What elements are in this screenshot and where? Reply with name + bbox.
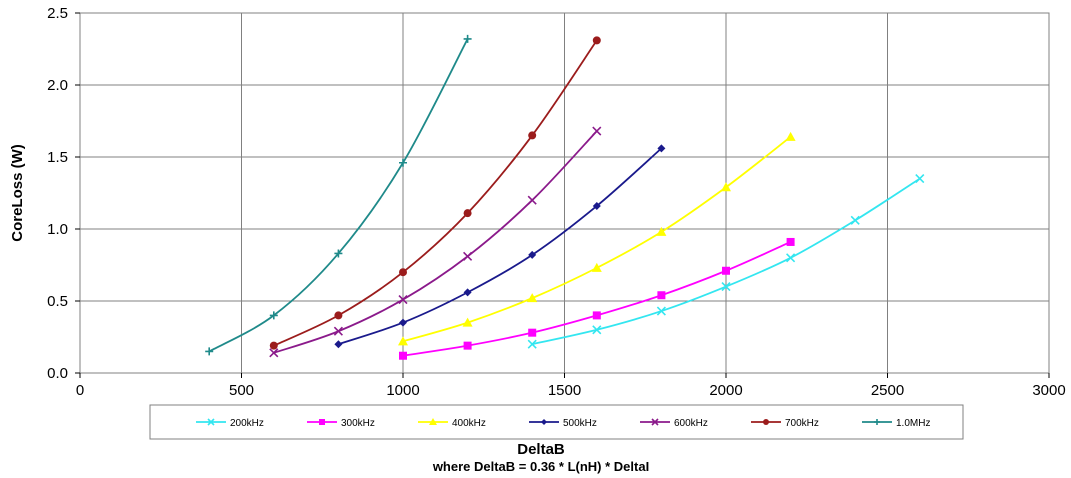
data-point-marker	[592, 126, 602, 136]
data-point-marker	[334, 311, 343, 320]
data-point-marker	[915, 174, 925, 184]
data-point-marker	[319, 419, 325, 425]
data-point-marker	[527, 195, 537, 205]
data-point-marker	[874, 419, 880, 425]
data-point-marker	[399, 318, 407, 327]
data-point-marker	[785, 131, 796, 141]
series-line	[273, 130, 598, 354]
y-tick-label: 1.5	[47, 149, 68, 166]
data-point-marker	[398, 336, 408, 346]
x-tick-label: 500	[229, 382, 254, 399]
series-500khz	[334, 144, 666, 349]
grid-lines	[80, 13, 1049, 373]
data-point-marker	[592, 325, 602, 335]
data-point-marker	[763, 419, 769, 425]
tick-labels: 0 500 1000 1500 2000 2500 3000 0.0 0.5 1.0 1.5 2.0 2…	[47, 5, 1066, 399]
series-1-0mhz	[205, 34, 472, 356]
legend-label: 200kHz	[230, 418, 264, 429]
data-point-marker	[334, 249, 343, 258]
data-point-marker	[592, 311, 601, 320]
data-point-marker	[463, 288, 472, 297]
data-point-marker	[205, 347, 214, 356]
series-line	[338, 147, 662, 346]
data-point-marker	[528, 131, 537, 140]
data-point-marker	[721, 282, 731, 292]
data-point-marker	[334, 340, 343, 349]
data-point-marker	[207, 418, 215, 426]
y-tick-label: 1.0	[47, 221, 68, 238]
legend-item: 600kHz	[640, 418, 708, 429]
legend-item: 300kHz	[307, 418, 375, 429]
series-700khz	[269, 36, 601, 350]
y-axis-title: CoreLoss (W)	[9, 144, 26, 242]
data-point-marker	[269, 341, 278, 350]
data-point-marker	[333, 326, 343, 336]
legend-label: 600kHz	[674, 418, 708, 429]
legend-item: 200kHz	[196, 418, 264, 429]
legend: 200kHz 300kHz 400kHz 500kHz 600kHz 700kHz 1.0M…	[149, 404, 964, 440]
data-point-marker	[527, 339, 537, 349]
data-point-marker	[657, 291, 666, 300]
x-tick-label: 2000	[709, 382, 742, 399]
data-point-marker	[399, 351, 407, 360]
legend-item: 1.0MHz	[862, 418, 930, 429]
data-point-marker	[592, 201, 601, 210]
data-point-marker	[528, 250, 537, 259]
data-point-marker	[786, 253, 796, 263]
data-point-marker	[527, 293, 538, 303]
data-point-marker	[462, 317, 473, 327]
y-tick-label: 2.5	[47, 5, 68, 22]
data-point-marker	[399, 158, 407, 167]
data-point-marker	[656, 226, 667, 236]
data-point-marker	[463, 251, 473, 261]
legend-label: 1.0MHz	[896, 418, 930, 429]
legend-label: 300kHz	[341, 418, 375, 429]
x-axis-title: DeltaB	[517, 441, 565, 458]
x-tick-label: 1500	[548, 382, 581, 399]
data-point-marker	[528, 328, 537, 337]
data-point-marker	[591, 262, 602, 272]
legend-label: 500kHz	[563, 418, 597, 429]
data-point-marker	[721, 182, 731, 192]
x-tick-label: 1000	[386, 382, 419, 399]
x-tick-label: 3000	[1032, 382, 1065, 399]
data-point-marker	[463, 341, 472, 350]
y-tick-label: 0.0	[47, 365, 68, 382]
legend-item: 400kHz	[418, 418, 486, 429]
series-200khz	[527, 174, 925, 349]
series-300khz	[399, 237, 795, 360]
x-tick-label: 0	[76, 382, 84, 399]
y-tick-label: 0.5	[47, 293, 68, 310]
data-point-marker	[541, 419, 547, 425]
series-line	[208, 38, 469, 353]
data-point-marker	[592, 36, 601, 45]
data-point-marker	[399, 268, 407, 277]
legend-item: 500kHz	[529, 418, 597, 429]
data-point-marker	[657, 144, 666, 153]
data-point-marker	[398, 294, 408, 305]
legend-item: 700kHz	[751, 418, 819, 429]
data-point-marker	[786, 237, 795, 246]
legend-label: 700kHz	[785, 418, 819, 429]
data-point-marker	[269, 348, 279, 358]
series-600khz	[269, 126, 602, 358]
data-point-marker	[651, 418, 659, 426]
data-point-marker	[722, 266, 730, 275]
data-point-marker	[463, 209, 472, 218]
series-group	[205, 34, 925, 360]
series-400khz	[398, 131, 796, 346]
data-point-marker	[656, 306, 666, 316]
x-axis-subtitle: where DeltaB = 0.36 * L(nH) * DeltaI	[432, 459, 649, 474]
data-point-marker	[269, 311, 278, 320]
x-tick-label: 2500	[871, 382, 904, 399]
data-point-marker	[463, 34, 472, 43]
data-point-marker	[850, 215, 860, 225]
data-point-marker	[429, 418, 437, 425]
legend-label: 400kHz	[452, 418, 486, 429]
y-tick-label: 2.0	[47, 77, 68, 94]
